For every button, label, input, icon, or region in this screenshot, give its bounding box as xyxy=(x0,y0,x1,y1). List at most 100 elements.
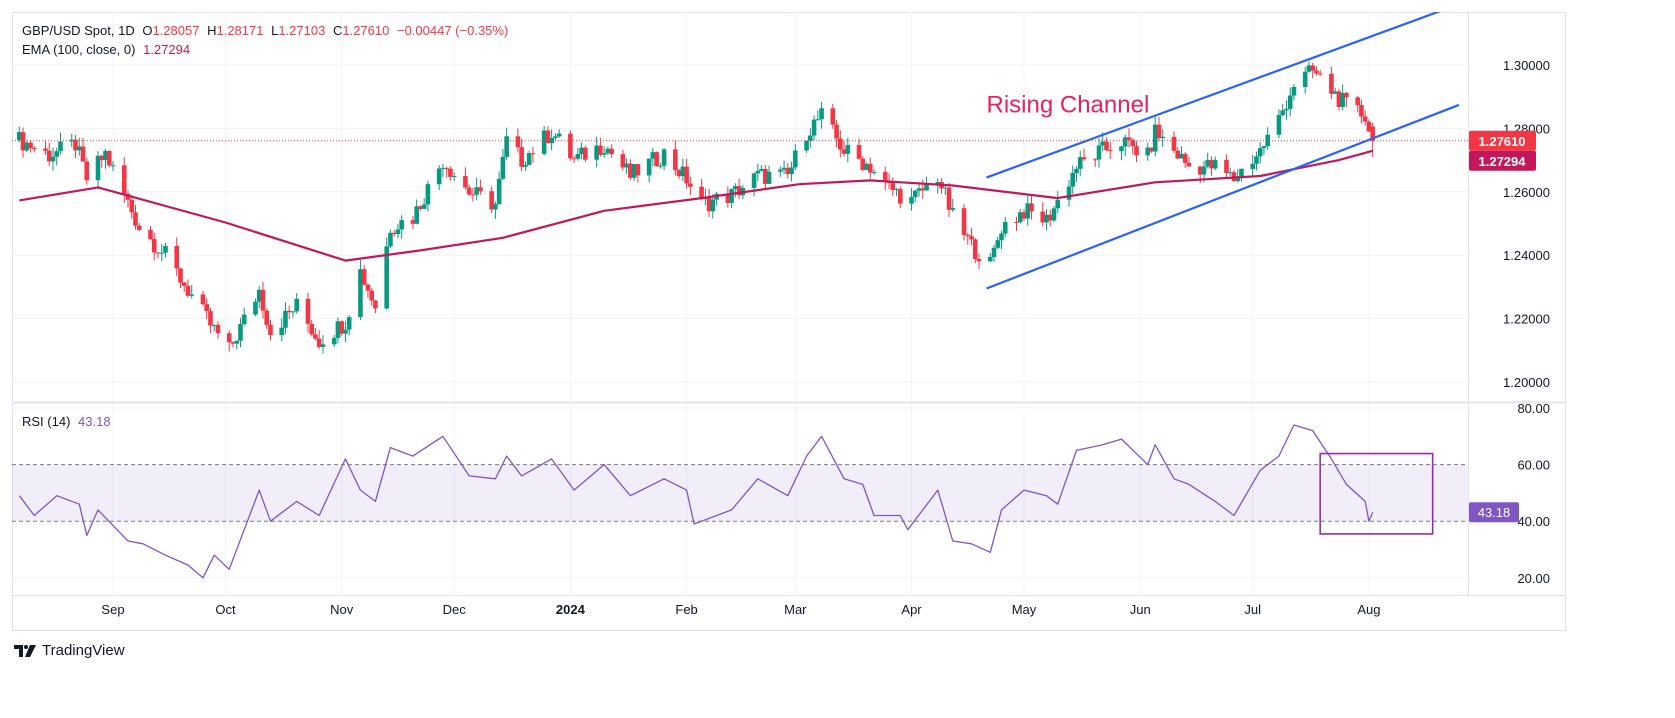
candle-body xyxy=(489,191,494,210)
candle-body xyxy=(200,294,206,305)
candle-body xyxy=(579,147,584,154)
candle-up xyxy=(646,158,652,183)
candle-down xyxy=(106,150,112,168)
rising-channel-label[interactable]: Rising Channel xyxy=(987,92,1150,119)
candle-body xyxy=(942,187,948,189)
candle-down xyxy=(1329,66,1334,100)
candle-down xyxy=(706,188,712,217)
candle-body xyxy=(789,167,794,175)
channel-lower-trendline[interactable] xyxy=(986,103,1460,290)
candle-body xyxy=(556,133,562,137)
chart-frame xyxy=(12,12,1566,631)
candle-down xyxy=(1171,131,1177,154)
candle-down xyxy=(391,230,397,237)
candle-body xyxy=(793,150,798,168)
candle-body xyxy=(1104,141,1109,151)
candle-up xyxy=(909,188,914,211)
x-tick-label: Feb xyxy=(675,602,697,617)
candle-down xyxy=(28,140,33,153)
candle-down xyxy=(628,159,633,181)
candle-body xyxy=(699,186,704,199)
candle-body xyxy=(1145,147,1151,156)
candle-body xyxy=(493,203,498,210)
candle-body xyxy=(1096,145,1102,160)
candle-body xyxy=(867,163,873,173)
rsi-line[interactable] xyxy=(18,424,1374,579)
candle-down xyxy=(736,178,742,200)
candle-body xyxy=(515,136,521,148)
candle-body xyxy=(1284,108,1289,111)
candle-down xyxy=(230,341,236,348)
candle-body xyxy=(766,171,772,184)
candle-up xyxy=(451,172,457,182)
candle-body xyxy=(804,140,809,151)
candle-body xyxy=(178,268,183,283)
candle-down xyxy=(1081,148,1087,162)
channel-upper-trendline[interactable] xyxy=(986,11,1441,179)
candle-down xyxy=(620,149,626,171)
candle-body xyxy=(163,245,168,253)
candle-down xyxy=(369,288,374,306)
candle-up xyxy=(1066,179,1072,207)
candle-body xyxy=(1224,159,1229,173)
candle-up xyxy=(1152,116,1158,157)
candle-body xyxy=(1359,105,1364,117)
candle-body xyxy=(204,304,210,312)
candle-up xyxy=(1280,103,1285,117)
candle-up xyxy=(710,193,716,219)
candle-body xyxy=(185,285,191,296)
candle-down xyxy=(136,222,142,232)
rsi-pane[interactable] xyxy=(12,424,1468,579)
price-pane[interactable]: Rising Channel xyxy=(12,11,1468,354)
candle-down xyxy=(834,119,839,148)
candle-body xyxy=(909,197,914,204)
candle-down xyxy=(178,267,183,289)
candle-body xyxy=(125,193,131,200)
candle-up xyxy=(808,128,813,148)
candle-body xyxy=(1017,212,1023,223)
candle-up xyxy=(1306,61,1312,73)
candle-body xyxy=(976,258,982,262)
symbol-legend[interactable]: GBP/USD Spot, 1D O1.28057 H1.28171 L1.27… xyxy=(22,23,512,38)
candle-body xyxy=(961,208,967,235)
candle-up xyxy=(1160,128,1166,148)
candle-body xyxy=(16,132,22,141)
candle-up xyxy=(1291,83,1297,101)
candle-body xyxy=(95,155,101,181)
candle-body xyxy=(860,158,866,170)
candle-body xyxy=(598,145,603,155)
rsi-legend[interactable]: RSI (14) 43.18 xyxy=(22,414,115,429)
ema-100-line[interactable] xyxy=(19,149,1373,262)
candle-body xyxy=(1077,157,1083,169)
candle-down xyxy=(1149,147,1154,153)
high-label: H xyxy=(207,23,217,38)
candle-body xyxy=(594,145,599,160)
candle-body xyxy=(1212,159,1218,169)
candle-body xyxy=(661,149,667,166)
candle-body xyxy=(935,182,941,185)
candle-down xyxy=(530,146,536,163)
x-tick-label: Sep xyxy=(101,602,124,617)
candle-body xyxy=(279,327,285,336)
candle-up xyxy=(50,147,56,171)
ema-legend[interactable]: EMA (100, close, 0) 1.27294 xyxy=(22,42,194,57)
x-tick-label: May xyxy=(1012,602,1037,617)
candle-up xyxy=(358,259,363,321)
candle-down xyxy=(361,264,367,286)
candle-down xyxy=(972,237,978,264)
x-tick-label: Mar xyxy=(784,602,807,617)
candle-body xyxy=(369,290,374,301)
candle-body xyxy=(264,310,270,325)
candle-down xyxy=(99,154,105,168)
candle-up xyxy=(781,160,787,174)
rsi-highlight-box[interactable] xyxy=(1319,452,1434,535)
candle-up xyxy=(395,223,401,239)
candle-up xyxy=(211,324,217,332)
rsi-current-label: 43.18 xyxy=(1469,502,1519,523)
tradingview-logo[interactable]: TradingView xyxy=(14,642,125,659)
candle-body xyxy=(673,149,678,171)
candle-down xyxy=(1104,137,1109,152)
candle-body xyxy=(1336,91,1342,107)
candle-down xyxy=(897,186,903,209)
